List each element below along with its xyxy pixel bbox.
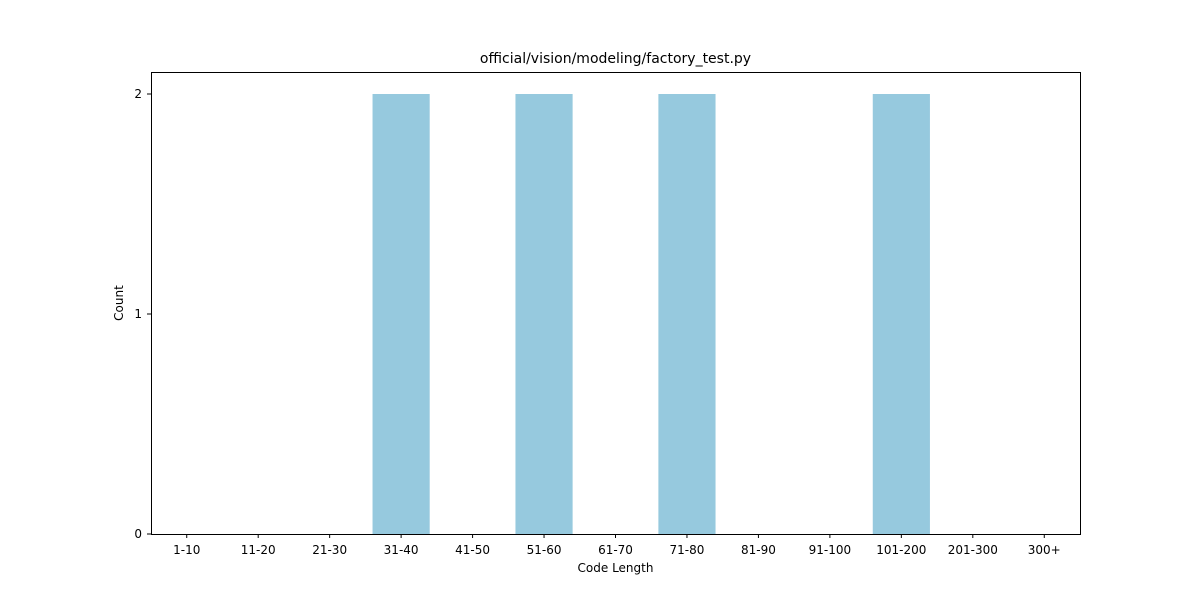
x-tick-label: 81-90 xyxy=(741,543,776,557)
y-axis: 0 1 2 xyxy=(134,87,151,541)
y-axis-label: Count xyxy=(112,285,126,321)
x-tick-label: 201-300 xyxy=(948,543,998,557)
y-tick-label: 1 xyxy=(134,307,142,321)
x-tick-label: 41-50 xyxy=(455,543,490,557)
y-tick-label: 2 xyxy=(134,87,142,101)
x-tick-label: 71-80 xyxy=(670,543,705,557)
x-tick-label: 11-20 xyxy=(241,543,276,557)
chart-title: official/vision/modeling/factory_test.py xyxy=(480,51,751,67)
x-tick-label: 51-60 xyxy=(527,543,562,557)
x-tick-label: 91-100 xyxy=(809,543,852,557)
x-axis: 1-10 11-20 21-30 31-40 41-50 51-60 61-70 71-80 8… xyxy=(173,534,1061,557)
bar-101-200 xyxy=(872,94,930,534)
x-axis-label: Code Length xyxy=(578,561,654,575)
x-tick-label: 21-30 xyxy=(312,543,347,557)
bar-51-60 xyxy=(515,94,573,534)
bar-31-40 xyxy=(372,94,430,534)
y-tick-label: 0 xyxy=(134,527,142,541)
x-tick-label: 101-200 xyxy=(876,543,926,557)
x-tick-label: 31-40 xyxy=(384,543,419,557)
x-tick-label: 1-10 xyxy=(173,543,200,557)
bars-group xyxy=(372,94,930,534)
bar-71-80 xyxy=(658,94,716,534)
x-tick-label: 300+ xyxy=(1028,543,1061,557)
plot-frame xyxy=(151,72,1081,535)
x-tick-label: 61-70 xyxy=(598,543,633,557)
